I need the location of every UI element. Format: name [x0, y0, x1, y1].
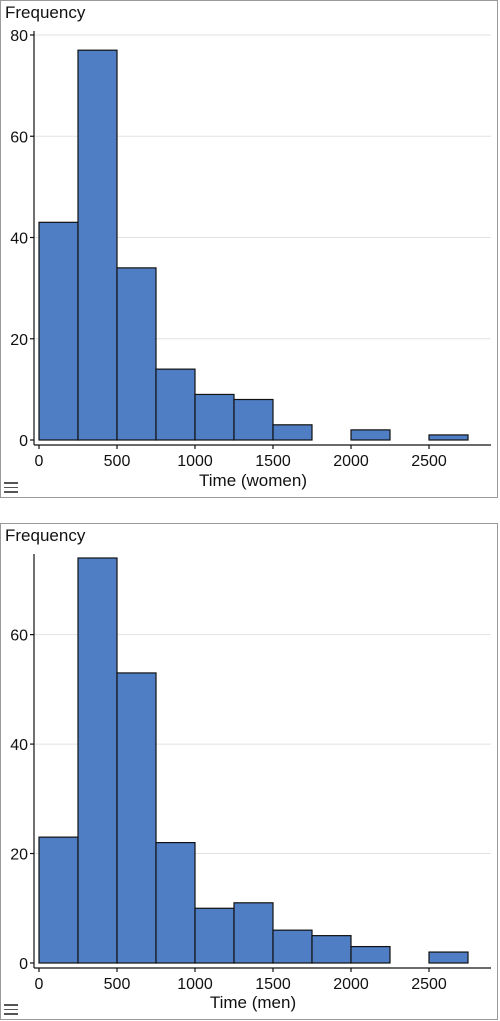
histogram-bar[interactable]: [428, 434, 469, 441]
x-tick-label: 0: [35, 453, 44, 470]
x-tick-label: 500: [104, 976, 131, 993]
histogram-bar[interactable]: [233, 902, 274, 964]
histogram-bar[interactable]: [311, 935, 352, 964]
x-tick-label: 1000: [177, 976, 213, 993]
x-tick-label: 2500: [411, 453, 447, 470]
histogram-bar[interactable]: [194, 907, 235, 964]
x-tick-label: 2000: [333, 976, 369, 993]
histogram-bar[interactable]: [350, 945, 391, 964]
x-tick-label: 2500: [411, 976, 447, 993]
y-tick-label: 40: [10, 737, 28, 754]
histogram-bar[interactable]: [38, 836, 79, 964]
y-axis-label: Frequency: [5, 3, 86, 22]
histogram-bar[interactable]: [77, 49, 118, 441]
histogram-bar[interactable]: [272, 929, 313, 964]
x-axis-label: Time (men): [210, 993, 296, 1012]
y-tick-label: 40: [10, 231, 28, 248]
y-tick-label: 60: [10, 628, 28, 645]
x-tick-label: 0: [35, 976, 44, 993]
histogram-bar[interactable]: [155, 841, 196, 964]
histogram-bar[interactable]: [350, 429, 391, 441]
y-tick-label: 20: [10, 332, 28, 349]
x-tick-label: 500: [104, 453, 131, 470]
y-tick-label: 20: [10, 847, 28, 864]
histogram-bar[interactable]: [428, 951, 469, 964]
histogram-bar[interactable]: [38, 221, 79, 441]
histogram-men-plot: 0 20 40 60 0 500 1000 1500 2000 2500 Time (men): [10, 554, 491, 1012]
histogram-bar[interactable]: [116, 267, 157, 441]
histogram-bar[interactable]: [194, 393, 235, 441]
y-tick-label: 80: [10, 28, 28, 45]
y-axis-label: Frequency: [5, 526, 86, 545]
menu-icon[interactable]: [4, 482, 18, 494]
histogram-bar[interactable]: [155, 368, 196, 441]
y-tick-label: 0: [19, 433, 28, 450]
histogram-women-plot: 0 20 40 60 80 0 500 1000 1500 2000 2500 Time (women…: [10, 28, 491, 490]
x-tick-label: 2000: [333, 453, 369, 470]
x-tick-label: 1500: [255, 453, 291, 470]
histogram-bar[interactable]: [272, 424, 313, 441]
histogram-panel-women: 0 20 40 60 80 0 500 1000 1500 2000 2500 Time (women…: [0, 0, 498, 498]
histogram-bar[interactable]: [233, 398, 274, 441]
x-tick-label: 1000: [177, 453, 213, 470]
y-tick-label: 60: [10, 129, 28, 146]
x-axis-label: Time (women): [199, 471, 307, 490]
histogram-panel-men: 0 20 40 60 0 500 1000 1500 2000 2500 Time (men) Fr…: [0, 523, 498, 1020]
y-tick-label: 0: [19, 956, 28, 973]
histogram-bar[interactable]: [116, 672, 157, 964]
x-tick-label: 1500: [255, 976, 291, 993]
menu-icon[interactable]: [4, 1004, 18, 1016]
histogram-bar[interactable]: [77, 557, 118, 964]
